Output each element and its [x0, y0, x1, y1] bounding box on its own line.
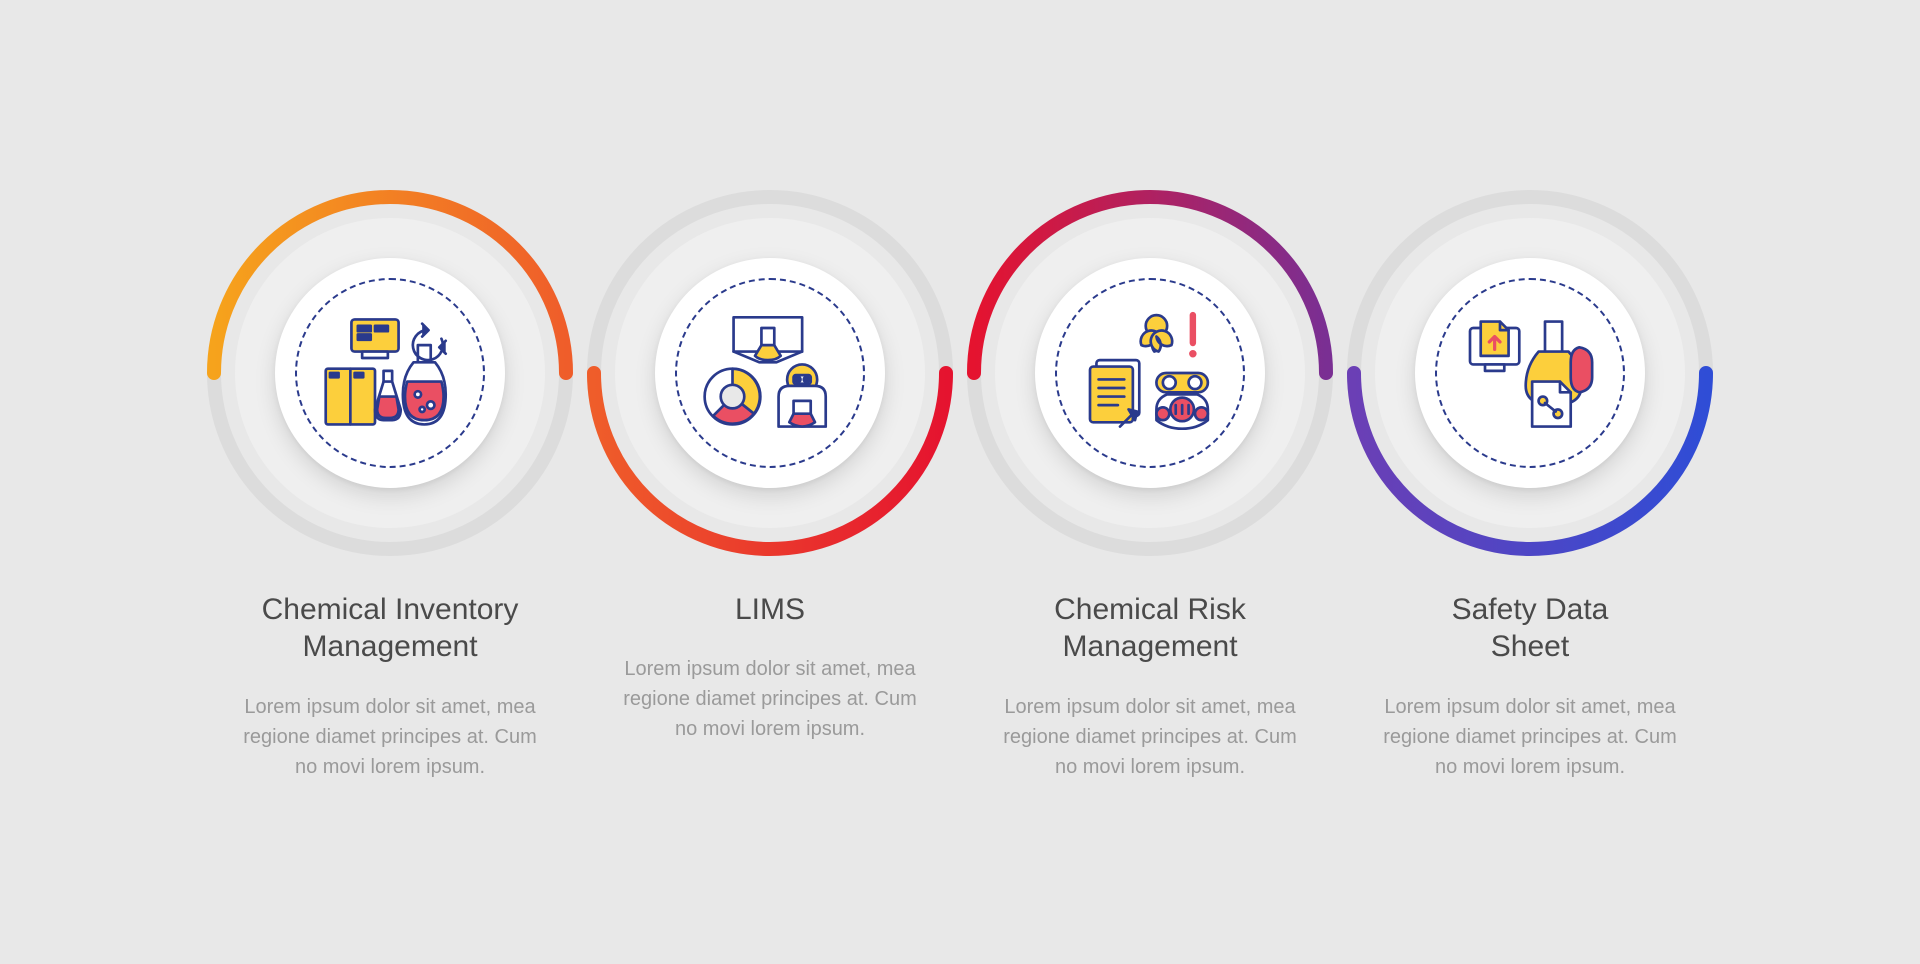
step-title: LIMS	[610, 591, 930, 629]
inventory-icon	[315, 298, 465, 448]
dashed-circle	[1435, 278, 1625, 468]
disc-outer	[995, 218, 1305, 528]
risk-icon	[1075, 298, 1225, 448]
infographic-row: Chemical InventoryManagement Lorem ipsum…	[200, 183, 1720, 782]
dashed-circle	[1055, 278, 1245, 468]
ring-1	[200, 183, 580, 563]
ring-3	[960, 183, 1340, 563]
step-title: Safety DataSheet	[1370, 591, 1690, 666]
sds-icon	[1455, 298, 1605, 448]
ring-4	[1340, 183, 1720, 563]
lims-icon	[695, 298, 845, 448]
step-title: Chemical InventoryManagement	[230, 591, 550, 666]
disc-inner	[655, 258, 885, 488]
dashed-circle	[675, 278, 865, 468]
step-body: Lorem ipsum dolor sit amet, mea regione …	[1375, 692, 1685, 782]
step-title: Chemical RiskManagement	[990, 591, 1310, 666]
disc-inner	[1035, 258, 1265, 488]
disc-outer	[1375, 218, 1685, 528]
step-1: Chemical InventoryManagement Lorem ipsum…	[190, 183, 590, 782]
disc-inner	[1415, 258, 1645, 488]
step-body: Lorem ipsum dolor sit amet, mea regione …	[615, 654, 925, 744]
step-3: Chemical RiskManagement Lorem ipsum dolo…	[950, 183, 1350, 782]
disc-outer	[235, 218, 545, 528]
ring-2	[580, 183, 960, 563]
disc-inner	[275, 258, 505, 488]
step-4: Safety DataSheet Lorem ipsum dolor sit a…	[1330, 183, 1730, 782]
step-2: LIMS Lorem ipsum dolor sit amet, mea reg…	[570, 183, 970, 745]
step-body: Lorem ipsum dolor sit amet, mea regione …	[235, 692, 545, 782]
step-body: Lorem ipsum dolor sit amet, mea regione …	[995, 692, 1305, 782]
disc-outer	[615, 218, 925, 528]
dashed-circle	[295, 278, 485, 468]
